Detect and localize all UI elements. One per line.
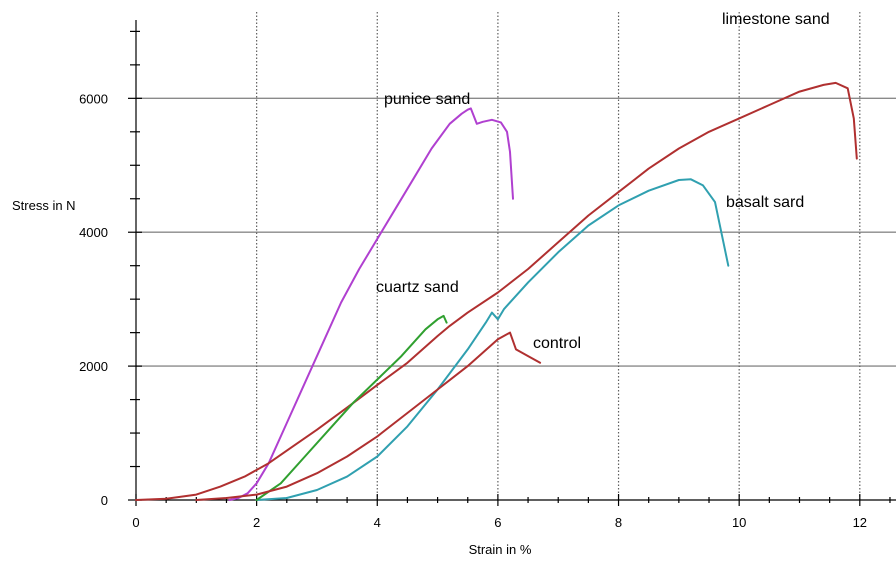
grid (136, 12, 896, 500)
series-line-cuartz-sand (255, 314, 448, 501)
series-label-basalt-sard: basalt sard (726, 194, 804, 211)
series-label-cuartz-sand: cuartz sand (376, 279, 459, 296)
axes: 0 2000 4000 6000 0 2 4 6 8 10 12 (79, 20, 896, 530)
y-tick-label: 2000 (79, 359, 108, 374)
x-tick-label: 0 (132, 515, 139, 530)
series-label-limestone-sand: limestone sand (722, 11, 830, 28)
y-tick-label: 6000 (79, 91, 108, 106)
x-tick-label: 6 (494, 515, 501, 530)
x-tick-label: 10 (732, 515, 746, 530)
series-line-control (195, 331, 542, 501)
series-lines (135, 81, 858, 501)
y-axis-title: Stress in N (12, 198, 76, 213)
y-tick-label: 0 (101, 493, 108, 508)
x-tick-label: 2 (253, 515, 260, 530)
series-labels: punice sand limestone sand basalt sard cuar… (376, 11, 830, 352)
x-axis-title: Strain in % (469, 542, 532, 557)
series-line-limestone-sand (135, 81, 858, 501)
series-label-control: control (533, 335, 581, 352)
y-tick-label: 4000 (79, 225, 108, 240)
x-tick-label: 8 (615, 515, 622, 530)
series-label-punice-sand: punice sand (384, 91, 470, 108)
x-tick-label: 4 (374, 515, 381, 530)
series-line-basalt-sard (255, 178, 730, 501)
x-tick-label: 12 (853, 515, 867, 530)
